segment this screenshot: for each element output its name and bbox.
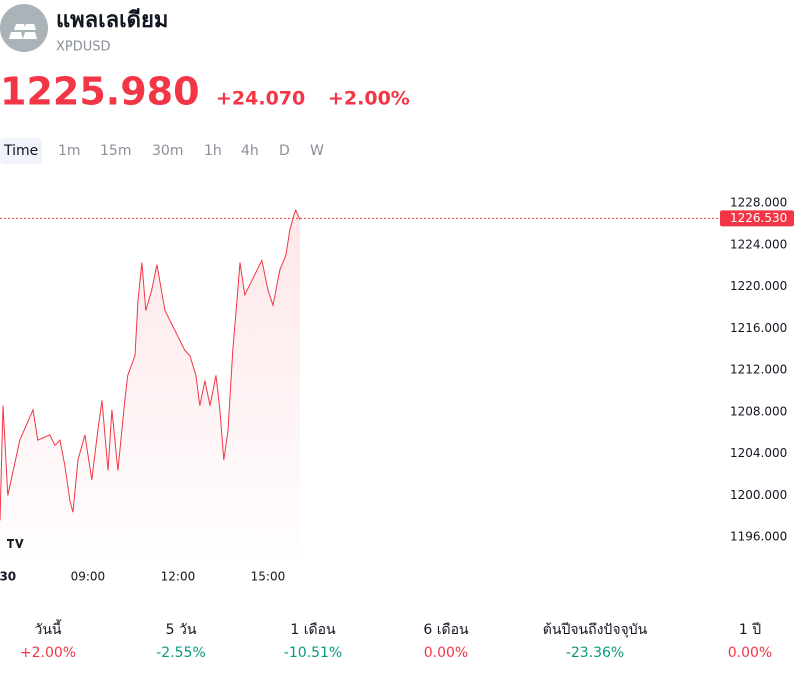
y-tick-label: 1220.000 bbox=[730, 279, 787, 293]
y-tick-label: 1204.000 bbox=[730, 446, 787, 460]
period-value[interactable]: -10.51% bbox=[284, 645, 342, 661]
y-tick-label: 1196.000 bbox=[730, 530, 787, 544]
timeframe-tab[interactable]: 30m bbox=[152, 143, 183, 159]
period-label[interactable]: 1 เดือน bbox=[290, 622, 336, 638]
x-tick-label: 09:00 bbox=[71, 570, 106, 584]
last-price-badge bbox=[720, 210, 794, 227]
timeframe-tab[interactable]: D bbox=[279, 143, 290, 159]
x-tick-label: 15:00 bbox=[251, 570, 286, 584]
y-tick-label: 1208.000 bbox=[730, 404, 787, 418]
last-price-label: 1226.530 bbox=[730, 211, 787, 225]
timeframe-tab[interactable]: 15m bbox=[100, 143, 131, 159]
x-tick-label: 30 bbox=[0, 570, 16, 584]
timeframe-tab[interactable]: W bbox=[310, 143, 324, 159]
period-value[interactable]: -23.36% bbox=[566, 645, 624, 661]
y-tick-label: 1212.000 bbox=[730, 363, 787, 377]
y-tick-label: 1200.000 bbox=[730, 488, 787, 502]
timeframe-tab[interactable]: Time bbox=[3, 143, 38, 159]
change: +24.070 bbox=[216, 88, 305, 110]
title: แพลเลเดียม bbox=[56, 8, 168, 33]
period-label[interactable]: 5 วัน bbox=[166, 622, 197, 638]
area bbox=[0, 210, 301, 556]
x-tick-label: 12:00 bbox=[161, 570, 196, 584]
period-value[interactable]: +2.00% bbox=[20, 645, 76, 661]
y-tick-label: 1224.000 bbox=[730, 237, 787, 251]
y-tick-label: 1228.000 bbox=[730, 195, 787, 209]
period-value[interactable]: 0.00% bbox=[424, 645, 468, 661]
timeframe-tab[interactable]: 4h bbox=[241, 143, 259, 159]
period-value[interactable]: 0.00% bbox=[728, 645, 772, 661]
price-line bbox=[0, 209, 301, 521]
period-label[interactable]: 6 เดือน bbox=[423, 622, 469, 638]
period-label[interactable]: วันนี้ bbox=[34, 619, 62, 638]
period-label[interactable]: ต้นปีจนถึงปัจจุบัน bbox=[543, 622, 648, 638]
change-percent: +2.00% bbox=[328, 88, 410, 110]
active-tab bbox=[0, 138, 42, 164]
timeframe-tab[interactable]: 1m bbox=[58, 143, 81, 159]
symbol: XPDUSD bbox=[56, 40, 111, 55]
period-label[interactable]: 1 ปี bbox=[739, 622, 761, 638]
period-value[interactable]: -2.55% bbox=[156, 645, 206, 661]
price: 1225.980 bbox=[0, 70, 200, 114]
y-tick-label: 1216.000 bbox=[730, 321, 787, 335]
timeframe-tab[interactable]: 1h bbox=[204, 143, 222, 159]
logo-icon bbox=[9, 24, 37, 39]
